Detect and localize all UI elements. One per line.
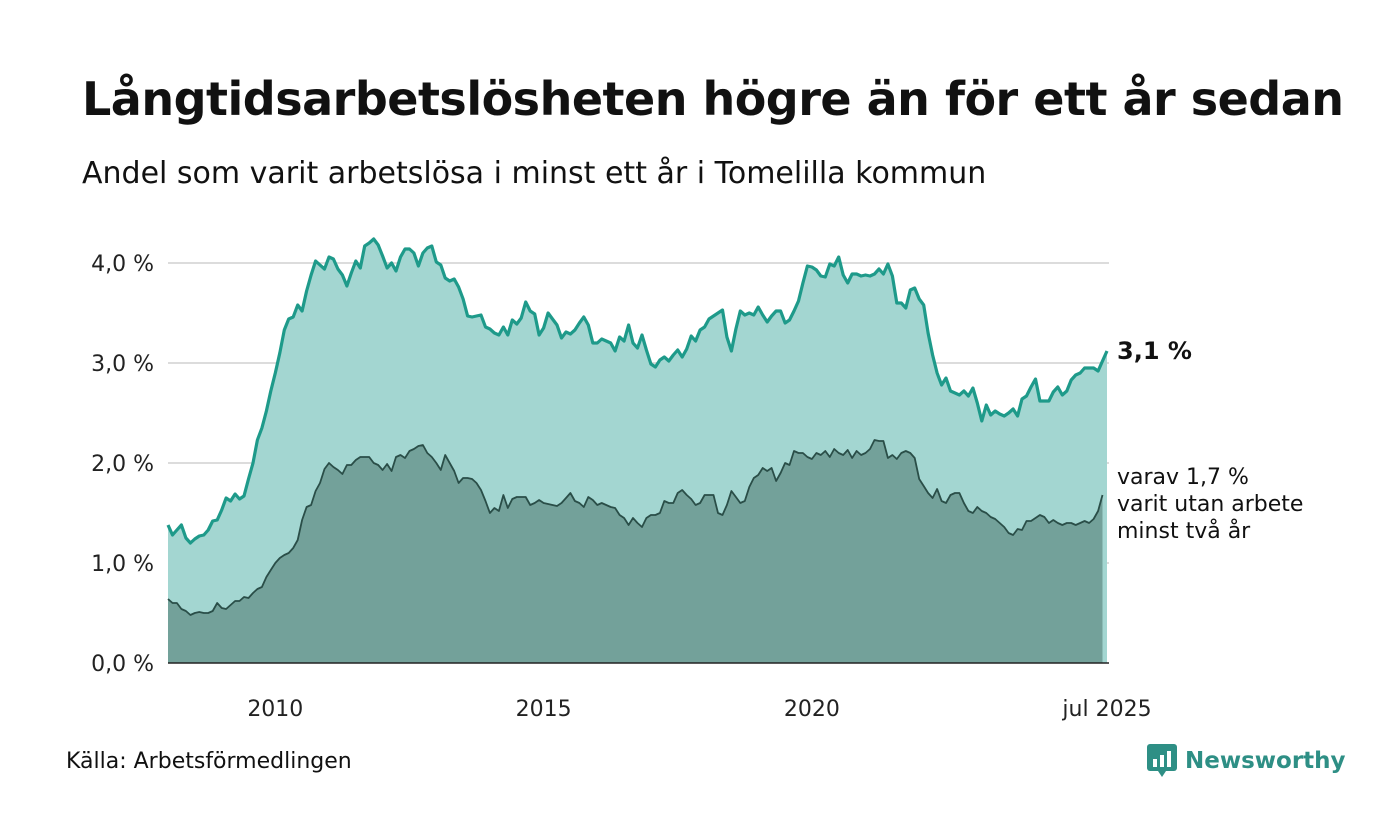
chart-title: Långtidsarbetslösheten högre än för ett …	[82, 72, 1344, 126]
chart-subtitle: Andel som varit arbetslösa i minst ett å…	[82, 156, 987, 191]
newsworthy-logo-text: Newsworthy	[1185, 748, 1346, 774]
series-0-end-label: 3,1 %	[1117, 337, 1192, 365]
x-tick-label: 2020	[784, 697, 840, 722]
series-1-end-label: minst två år	[1117, 518, 1251, 544]
y-tick-label: 0,0 %	[91, 652, 154, 677]
x-tick-label: 2010	[247, 697, 303, 722]
y-tick-label: 2,0 %	[91, 452, 154, 477]
newsworthy-logo[interactable]: Newsworthy	[1147, 744, 1346, 778]
series-1-end-label: varav 1,7 %	[1117, 465, 1249, 490]
x-tick-label: 2015	[516, 697, 572, 722]
series-1-end-label: varit utan arbete	[1117, 492, 1303, 517]
source-note: Källa: Arbetsförmedlingen	[66, 749, 352, 774]
series-0-line	[166, 237, 1109, 545]
y-tick-label: 3,0 %	[91, 352, 154, 377]
y-tick-label: 1,0 %	[91, 552, 154, 577]
series-1-area	[168, 440, 1103, 663]
series-1-line	[167, 439, 1104, 616]
newsworthy-logo-icon	[1147, 744, 1177, 777]
y-tick-label: 4,0 %	[91, 252, 154, 277]
x-tick-label: jul 2025	[1061, 697, 1151, 722]
